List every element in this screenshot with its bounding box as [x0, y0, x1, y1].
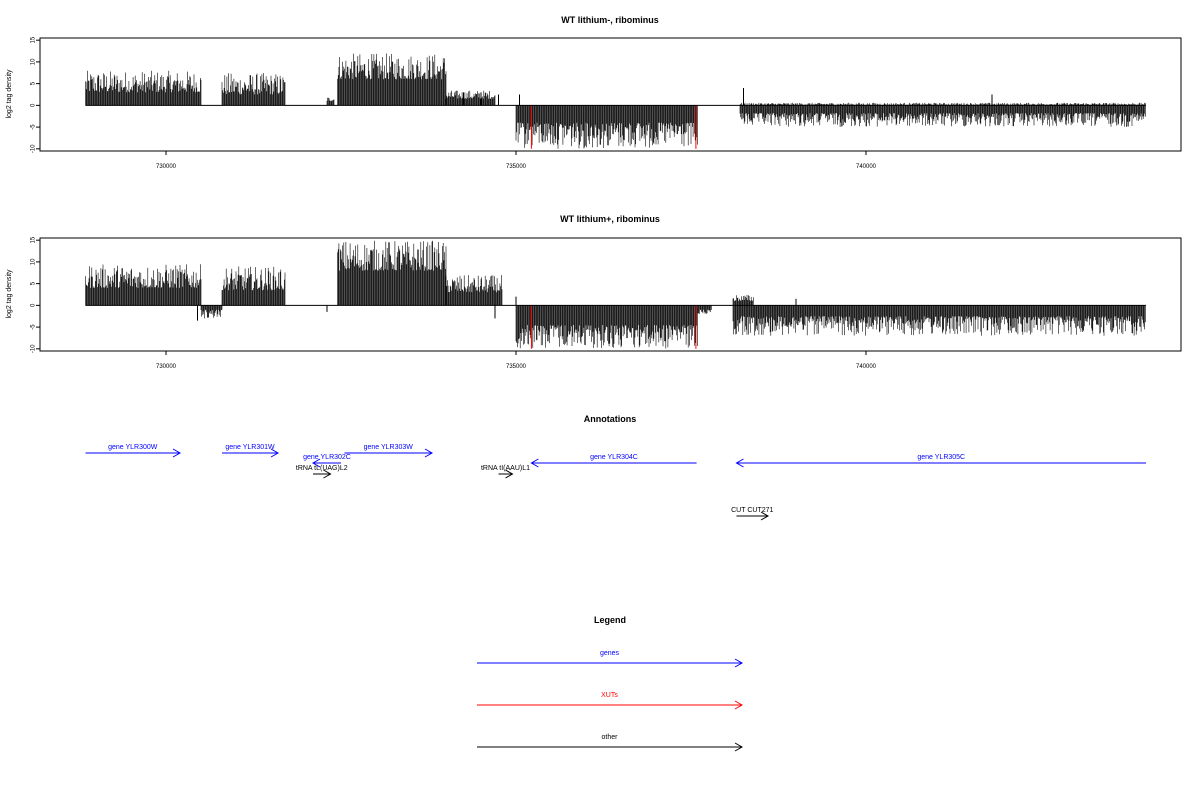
- arrow-head-icon: [760, 511, 770, 521]
- plot-frame: [39, 237, 1182, 352]
- panel-title: WT lithium+, ribominus: [560, 214, 660, 224]
- y-tick-label: 0: [31, 103, 37, 107]
- annotation-feature: gene YLR303W: [344, 444, 434, 458]
- y-tick-label: -10: [31, 344, 37, 353]
- annotation-feature: gene YLR302C: [303, 454, 351, 468]
- arrow-head-icon: [424, 448, 434, 458]
- feature-label: gene YLR300W: [108, 444, 158, 451]
- arrow-head-icon: [734, 742, 744, 752]
- feature-label: gene YLR304C: [590, 454, 638, 461]
- arrow-head-icon: [323, 469, 332, 479]
- arrow-head-icon: [735, 458, 744, 468]
- feature-label: CUT CUT271: [731, 507, 773, 514]
- arrow-head-icon: [734, 658, 744, 668]
- y-tick-label: 10: [31, 58, 37, 65]
- y-axis-label: log2 tag density: [6, 269, 13, 319]
- feature-label: gene YLR305C: [917, 454, 965, 461]
- y-axis-label: log2 tag density: [6, 69, 13, 119]
- feature-label: gene YLR303W: [364, 444, 414, 451]
- arrow-head-icon: [505, 469, 514, 479]
- feature-label: gene YLR301W: [225, 444, 275, 451]
- x-tick-label: 740000: [856, 364, 877, 370]
- annotation-feature: gene YLR300W: [85, 444, 182, 458]
- x-axis-ticks: 730000 735000 740000: [156, 151, 877, 170]
- y-tick-label: -5: [31, 124, 37, 130]
- annotation-feature: tRNA tL(UAG)L2: [296, 465, 348, 479]
- arrow-head-icon: [734, 700, 744, 710]
- coverage-bars: [85, 240, 1146, 349]
- legend-label: genes: [600, 650, 620, 657]
- arrow-head-icon: [270, 448, 280, 458]
- y-tick-label: 5: [31, 81, 37, 85]
- y-tick-label: -10: [31, 144, 37, 153]
- annotation-feature: gene YLR304C: [530, 454, 697, 468]
- legend-item: genes: [477, 650, 744, 668]
- feature-label: tRNA tI(AAU)L1: [481, 465, 530, 472]
- arrow-head-icon: [172, 448, 182, 458]
- annotation-feature: gene YLR301W: [222, 444, 280, 458]
- arrow-head-icon: [530, 458, 539, 468]
- legend-item: other: [477, 734, 744, 752]
- feature-label: gene YLR302C: [303, 454, 351, 461]
- panel-wt-lithium-minus: WT lithium-, ribominus log2 tag density …: [6, 15, 1182, 170]
- y-tick-label: 10: [31, 258, 37, 265]
- annotations-track: Annotations gene YLR300W gene YLR301Wgene…: [85, 414, 1146, 521]
- legend-title: Legend: [594, 615, 626, 625]
- legend: Legend genes XUTs other: [477, 615, 744, 752]
- x-tick-label: 730000: [156, 164, 177, 170]
- coverage-bars: [85, 53, 1146, 149]
- y-tick-label: 15: [31, 236, 37, 243]
- annotations-title: Annotations: [584, 414, 637, 424]
- panel-title: WT lithium-, ribominus: [561, 15, 659, 25]
- annotation-feature: gene YLR305C: [735, 454, 1146, 468]
- x-tick-label: 735000: [506, 364, 527, 370]
- annotation-feature: CUT CUT271: [731, 507, 773, 521]
- annotation-features: gene YLR300W gene YLR301W gene YLR302C gene…: [85, 444, 1146, 521]
- annotation-feature: tRNA tI(AAU)L1: [481, 465, 530, 479]
- x-axis-ticks: 730000 735000 740000: [156, 351, 877, 370]
- y-tick-label: -5: [31, 324, 37, 330]
- x-tick-label: 735000: [506, 164, 527, 170]
- legend-label: other: [602, 734, 619, 741]
- y-tick-label: 5: [31, 281, 37, 285]
- legend-label: XUTs: [601, 692, 618, 699]
- y-axis-ticks: -10 -5 0 5 10 15: [31, 236, 40, 353]
- legend-items: genes XUTs other: [477, 650, 744, 752]
- panel-wt-lithium-plus: WT lithium+, ribominus log2 tag density …: [6, 214, 1182, 370]
- y-tick-label: 0: [31, 303, 37, 307]
- x-tick-label: 740000: [856, 164, 877, 170]
- y-tick-label: 15: [31, 36, 37, 43]
- x-tick-label: 730000: [156, 364, 177, 370]
- legend-item: XUTs: [477, 692, 744, 710]
- y-axis-ticks: -10 -5 0 5 10 15: [31, 36, 40, 153]
- plot-frame: [39, 37, 1182, 152]
- feature-label: tRNA tL(UAG)L2: [296, 465, 348, 472]
- arrow-head-icon: [311, 458, 321, 468]
